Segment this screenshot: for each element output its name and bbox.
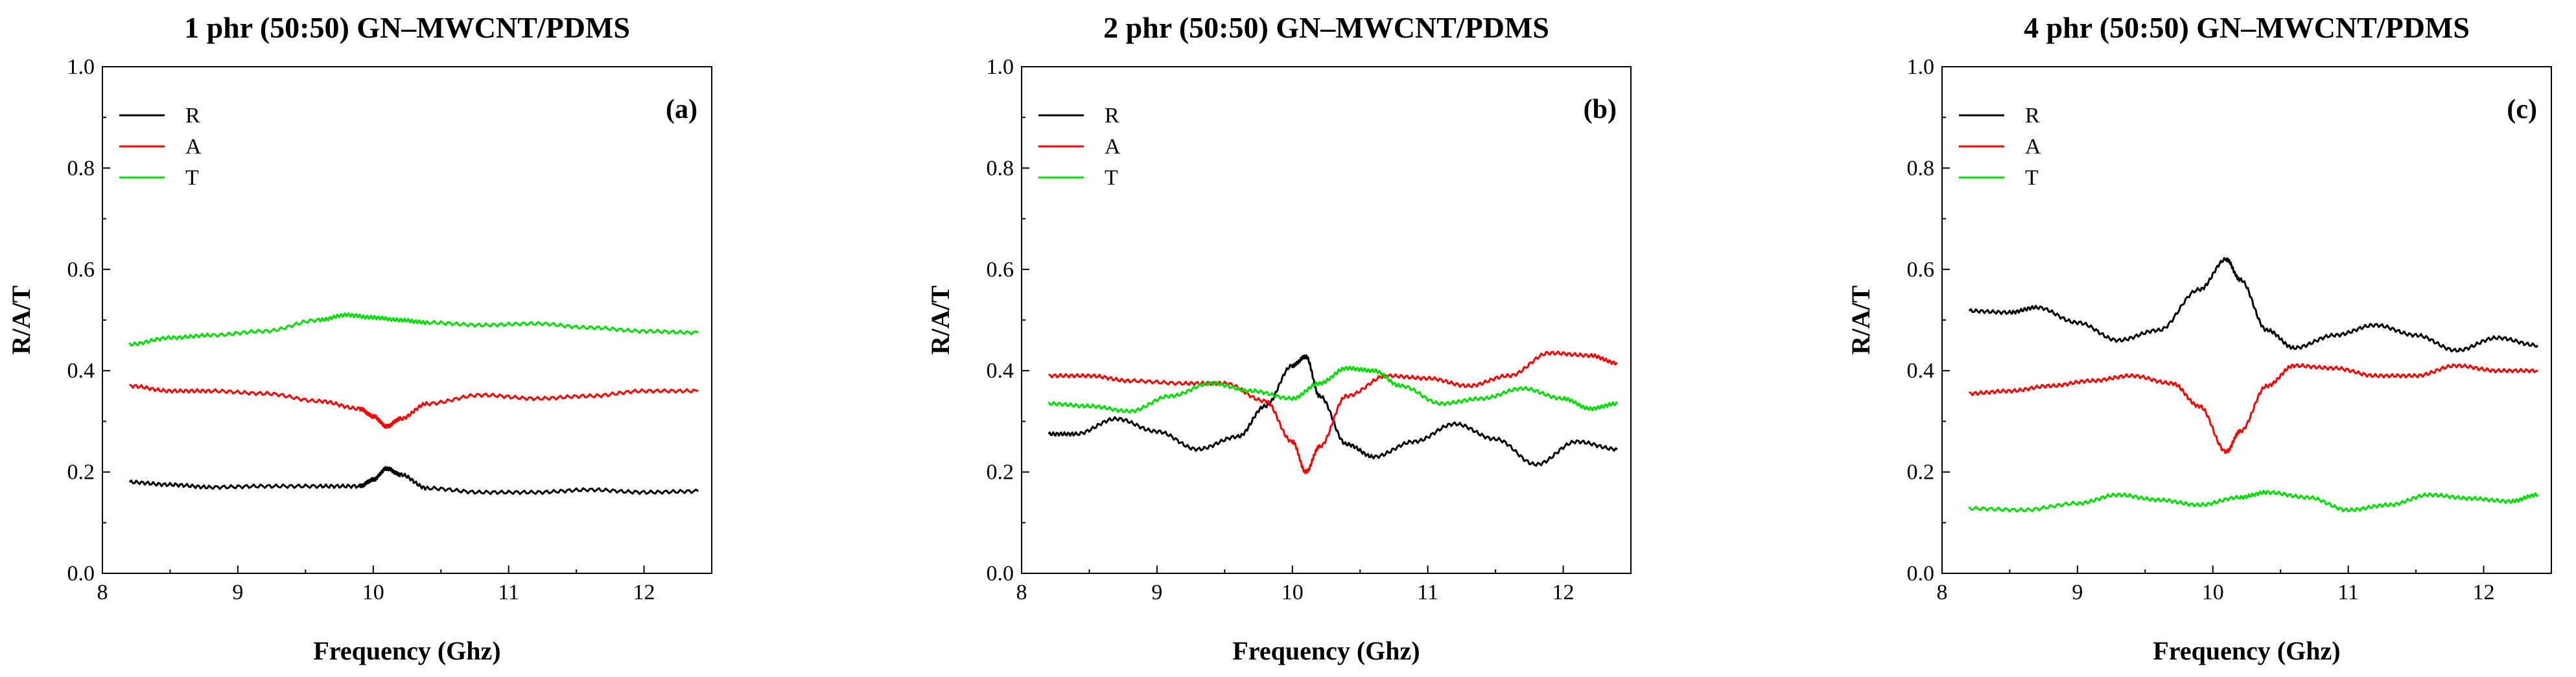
x-tick-label: 10 (1282, 580, 1304, 604)
legend-label-T: T (1105, 166, 1118, 190)
chart-title: 4 phr (50:50) GN–MWCNT/PDMS (2024, 11, 2470, 44)
chart-panel-0: 1 phr (50:50) GN–MWCNT/PDMS 8 9 10 11 12 0.0 0.… (6, 11, 712, 665)
series-line-R (1968, 257, 2539, 353)
legend-label-A: A (1105, 135, 1121, 159)
series-line-T (1968, 490, 2539, 513)
series-line-R (128, 466, 699, 496)
series-line-T (1048, 365, 1619, 414)
y-tick-label: 1.0 (67, 55, 95, 79)
legend-label-T: T (2025, 166, 2039, 190)
x-axis-label: Frequency (Ghz) (1232, 636, 1420, 665)
y-tick-label: 0.6 (67, 258, 95, 282)
x-axis-label: Frequency (Ghz) (2153, 636, 2340, 665)
y-tick-label: 0.2 (1907, 461, 1935, 485)
chart-panel-2: 4 phr (50:50) GN–MWCNT/PDMS 8 9 10 11 12 0.0 0.… (1846, 11, 2552, 665)
series-line-A (1969, 363, 2538, 454)
y-tick-label: 0.4 (987, 359, 1014, 383)
x-tick-label: 11 (1417, 580, 1438, 604)
legend-label-R: R (185, 104, 200, 128)
x-tick-label: 11 (2337, 580, 2359, 604)
series-line-A (1048, 350, 1618, 475)
chart-panel-1: 2 phr (50:50) GN–MWCNT/PDMS 8 9 10 11 12 0.0 0.… (926, 11, 1632, 665)
y-tick-label: 1.0 (987, 55, 1014, 79)
x-tick-label: 8 (1016, 580, 1027, 604)
legend-label-A: A (2025, 135, 2041, 159)
x-tick-label: 9 (1151, 580, 1162, 604)
y-tick-label: 0.4 (1907, 359, 1935, 383)
legend-label-R: R (2025, 104, 2040, 128)
y-tick-label: 0.8 (987, 156, 1014, 180)
x-tick-label: 8 (97, 580, 108, 604)
x-tick-label: 10 (362, 580, 384, 604)
y-tick-label: 1.0 (1907, 55, 1935, 79)
series-line-R (1048, 354, 1618, 467)
chart-title: 2 phr (50:50) GN–MWCNT/PDMS (1103, 11, 1549, 44)
x-tick-label: 9 (232, 580, 243, 604)
panel-label: (b) (1584, 95, 1617, 124)
x-tick-label: 8 (1937, 580, 1948, 604)
panel-label: (a) (666, 95, 697, 124)
y-axis-label: R/A/T (6, 285, 36, 354)
legend-label-T: T (185, 166, 199, 190)
x-tick-label: 10 (2202, 580, 2224, 604)
chart-title: 1 phr (50:50) GN–MWCNT/PDMS (184, 11, 630, 44)
x-tick-label: 9 (2072, 580, 2083, 604)
x-tick-label: 11 (498, 580, 519, 604)
y-tick-label: 0.0 (987, 562, 1014, 586)
series-line-T (128, 312, 699, 347)
x-tick-label: 12 (2473, 580, 2495, 604)
y-tick-label: 0.6 (987, 258, 1014, 282)
y-tick-label: 0.8 (67, 156, 95, 180)
legend-label-R: R (1105, 104, 1119, 128)
y-tick-label: 0.4 (67, 359, 95, 383)
y-tick-label: 0.2 (67, 461, 95, 485)
y-axis-label: R/A/T (1846, 285, 1875, 354)
legend-label-A: A (185, 135, 202, 159)
x-tick-label: 12 (1552, 580, 1575, 604)
y-tick-label: 0.6 (1907, 258, 1935, 282)
x-axis-label: Frequency (Ghz) (313, 636, 500, 665)
y-axis-label: R/A/T (926, 285, 955, 354)
y-tick-label: 0.0 (1907, 562, 1935, 586)
y-tick-label: 0.8 (1907, 156, 1935, 180)
x-tick-label: 12 (633, 580, 655, 604)
y-tick-label: 0.2 (987, 461, 1014, 485)
series-line-A (129, 384, 699, 429)
y-tick-label: 0.0 (67, 562, 95, 586)
panel-label: (c) (2507, 95, 2537, 124)
